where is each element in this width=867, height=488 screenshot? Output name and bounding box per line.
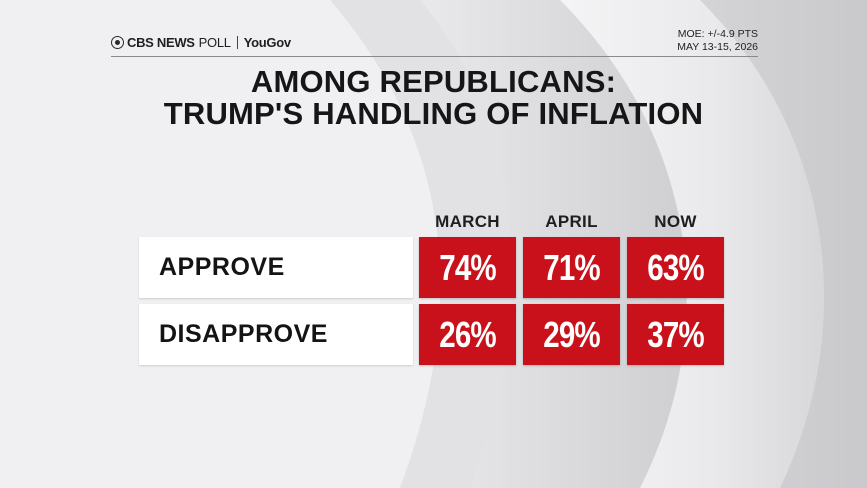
cell-approve-march: 74% (419, 237, 516, 298)
cell-approve-april: 71% (523, 237, 620, 298)
logo-brand: CBS NEWS (127, 34, 195, 50)
column-header-now: NOW (654, 212, 697, 231)
chart-title-line1: AMONG REPUBLICANS: (250, 64, 617, 99)
column-header-march: MARCH (435, 212, 500, 231)
cell-disapprove-march: 26% (419, 304, 516, 365)
margin-of-error: MOE: +/-4.9 PTS (677, 28, 758, 40)
cell-approve-now: 63% (627, 237, 724, 298)
logo-divider (236, 35, 238, 49)
cbs-news-poll-logo: CBS NEWS POLL YouGov (111, 34, 291, 50)
cell-disapprove-april: 29% (523, 304, 620, 365)
row-label-disapprove: DISAPPROVE (139, 304, 413, 365)
poll-dates: MAY 13-15, 2026 (677, 41, 758, 53)
logo-poll: POLL (198, 34, 231, 50)
poll-meta: MOE: +/-4.9 PTS MAY 13-15, 2026 (677, 28, 758, 54)
yougov-logo: YouGov (243, 34, 291, 50)
chart-title-line2: TRUMP'S HANDLING OF INFLATION (163, 96, 704, 131)
row-label-approve: APPROVE (139, 237, 413, 298)
cell-disapprove-now: 37% (627, 304, 724, 365)
header-rule (111, 56, 758, 57)
column-header-april: APRIL (545, 212, 598, 231)
cbs-eye-icon (111, 35, 124, 49)
header-bar: CBS NEWS POLL YouGov MOE: +/-4.9 PTS MAY… (111, 28, 758, 57)
